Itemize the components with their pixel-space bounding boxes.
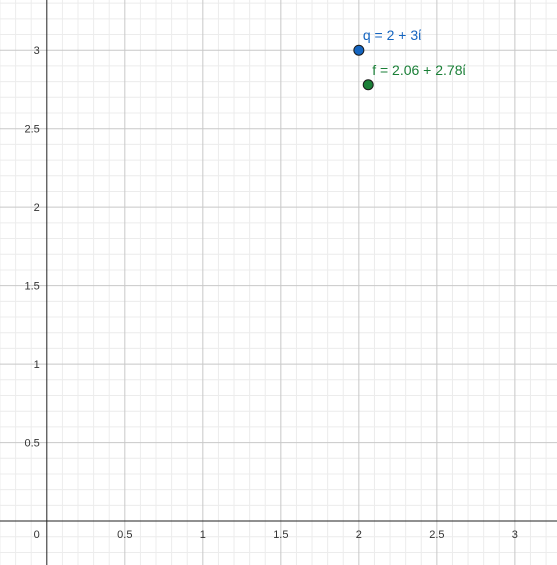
- x-tick-label: 3: [512, 529, 518, 541]
- point-q[interactable]: q = 2 + 3ί: [353, 27, 421, 56]
- point-f-label[interactable]: f = 2.06 + 2.78ί: [372, 62, 465, 78]
- x-tick-label: 1: [200, 529, 206, 541]
- y-tick-label: 3: [34, 45, 40, 57]
- x-tick-label: 0.5: [117, 529, 132, 541]
- x-tick-label: 2.5: [429, 529, 444, 541]
- point-f-marker[interactable]: [362, 79, 374, 91]
- tick-labels: 0.5 1 1.5 2 2.5 3 0.5 1 1.5 2 2.5 3 0: [25, 45, 518, 541]
- y-tick-label: 0.5: [25, 438, 40, 450]
- y-tick-label: 2: [34, 202, 40, 214]
- y-tick-label: 1: [34, 359, 40, 371]
- origin-label: 0: [34, 529, 40, 541]
- point-q-label[interactable]: q = 2 + 3ί: [363, 27, 421, 43]
- y-tick-label: 2.5: [25, 124, 40, 136]
- x-tick-label: 2: [356, 529, 362, 541]
- point-f[interactable]: f = 2.06 + 2.78ί: [362, 62, 466, 91]
- y-tick-label: 1.5: [25, 281, 40, 293]
- points[interactable]: q = 2 + 3ί f = 2.06 + 2.78ί: [353, 27, 466, 91]
- point-q-marker[interactable]: [353, 44, 365, 56]
- x-tick-label: 1.5: [273, 529, 288, 541]
